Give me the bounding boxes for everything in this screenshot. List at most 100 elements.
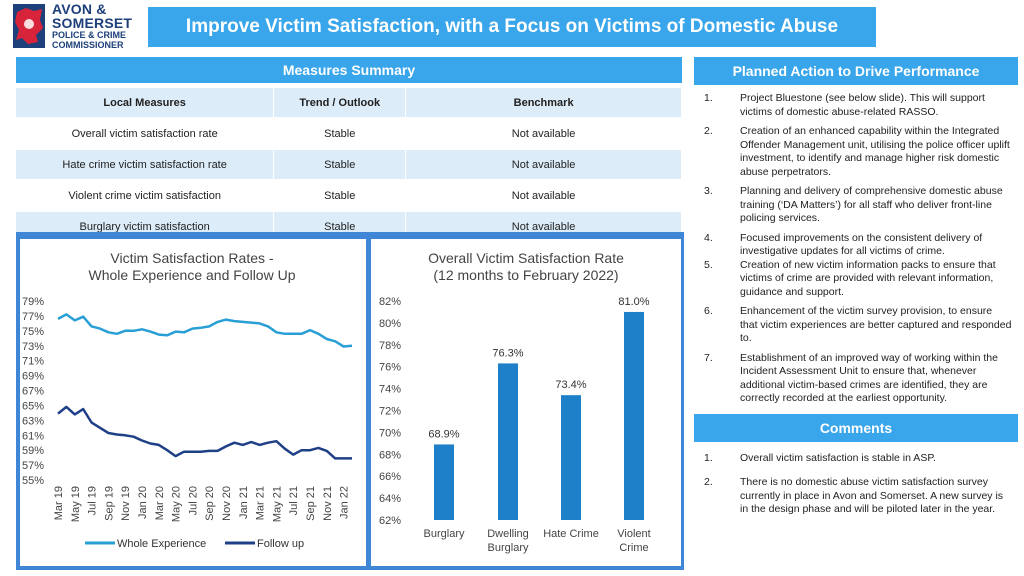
measure-benchmark: Not available: [405, 148, 682, 180]
x-tick-label: May 19: [70, 486, 82, 522]
measure-trend: Stable: [273, 179, 407, 211]
logo-line-3: POLICE & CRIME: [52, 30, 127, 40]
x-tick-label: Nov 21: [322, 486, 334, 521]
x-tick-label: May 20: [171, 486, 183, 522]
table-header-row: Local Measures Trend / Outlook Benchmark: [16, 88, 682, 118]
right-column: Planned Action to Drive Performance 1. Pr…: [694, 57, 1018, 523]
crest-icon: [13, 4, 45, 48]
y-tick-label: 69%: [22, 371, 44, 383]
bar-data-label: 76.3%: [492, 347, 523, 359]
line-chart-panel: Victim Satisfaction Rates - Whole Experi…: [20, 239, 366, 566]
y-tick-label: 64%: [379, 493, 401, 505]
list-item: 6. Enhancement of the victim survey provi…: [694, 305, 1018, 346]
x-tick-label: Jul 21: [288, 486, 300, 515]
bar-chart-subtitle: (12 months to February 2022): [433, 267, 618, 283]
y-tick-label: 74%: [379, 384, 401, 396]
item-text: Creation of an enhanced capability withi…: [740, 125, 1010, 178]
item-text: Planning and delivery of comprehensive d…: [740, 185, 1003, 224]
measures-summary-header: Measures Summary: [16, 57, 682, 83]
bar: [561, 395, 581, 520]
x-tick-label: Jul 20: [187, 486, 199, 515]
item-text: Establishment of an improved way of work…: [740, 351, 998, 405]
y-tick-label: 57%: [22, 460, 44, 472]
table-row: Violent crime victim satisfaction Stable…: [16, 179, 682, 211]
y-tick-label: 65%: [22, 400, 44, 412]
y-tick-label: 75%: [22, 326, 44, 338]
measure-benchmark: Not available: [405, 179, 682, 211]
x-tick-label: Nov 19: [120, 486, 132, 521]
overall-satisfaction-bar-chart: Overall Victim Satisfaction Rate (12 mon…: [379, 250, 651, 554]
measure-name: Hate crime victim satisfaction rate: [16, 148, 275, 180]
item-text: Overall victim satisfaction is stable in…: [740, 451, 936, 464]
item-number: 3.: [704, 185, 713, 197]
table-row: Overall victim satisfaction rate Stable …: [16, 117, 682, 149]
measure-name: Violent crime victim satisfaction: [16, 179, 275, 211]
category-label: Hate Crime: [543, 528, 599, 540]
y-tick-label: 72%: [379, 406, 401, 418]
item-number: 1.: [704, 451, 713, 464]
x-tick-label: Mar 21: [255, 486, 267, 520]
item-text: Project Bluestone (see below slide). Thi…: [740, 92, 985, 118]
x-tick-label: Nov 20: [221, 486, 233, 521]
series-line-whole-experience: [57, 313, 353, 348]
y-tick-label: 63%: [22, 415, 44, 427]
logo-line-2: SOMERSET: [52, 15, 133, 31]
item-number: 5.: [704, 258, 713, 271]
y-tick-label: 82%: [379, 296, 401, 308]
y-tick-label: 70%: [379, 427, 401, 439]
item-text: Focused improvements on the consistent d…: [740, 231, 983, 258]
item-text: There is no domestic abuse victim satisf…: [740, 476, 1004, 515]
list-item: 3. Planning and delivery of comprehensive…: [694, 185, 1018, 226]
category-label: Crime: [619, 542, 648, 554]
y-tick-label: 62%: [379, 515, 401, 527]
list-item: 2. Creation of an enhanced capability wit…: [694, 125, 1018, 179]
legend-label-follow-up: Follow up: [257, 538, 304, 550]
item-number: 6.: [704, 305, 713, 317]
item-number: 2.: [704, 125, 713, 137]
y-tick-label: 80%: [379, 318, 401, 330]
column-header-local-measures: Local Measures: [16, 88, 275, 118]
category-label: Burglary: [488, 542, 529, 554]
list-item: 1. Project Bluestone (see below slide). T…: [694, 92, 1018, 119]
item-number: 7.: [704, 351, 713, 364]
item-number: 2.: [704, 476, 713, 488]
list-item: 7. Establishment of an improved way of wo…: [694, 352, 1018, 406]
list-item: 5. Creation of new victim information pac…: [694, 259, 1018, 300]
y-tick-label: 78%: [379, 340, 401, 352]
logo-line-1: AVON &: [52, 1, 107, 17]
measures-table: Local Measures Trend / Outlook Benchmark…: [16, 88, 682, 241]
column-header-trend: Trend / Outlook: [273, 88, 407, 118]
comments-header: Comments: [694, 413, 1018, 442]
x-tick-label: May 21: [271, 486, 283, 522]
table-row: Hate crime victim satisfaction rate Stab…: [16, 148, 682, 180]
x-tick-label: Mar 20: [154, 486, 166, 520]
x-tick-label: Jul 19: [87, 486, 99, 515]
bar: [624, 311, 644, 520]
bar-data-label: 73.4%: [555, 379, 586, 391]
bar-data-label: 81.0%: [618, 296, 649, 308]
x-tick-label: Jan 21: [238, 486, 250, 519]
bar-data-label: 68.9%: [428, 428, 459, 440]
planned-action-list: 1. Project Bluestone (see below slide). T…: [694, 92, 1018, 406]
planned-action-header: Planned Action to Drive Performance: [694, 57, 1018, 85]
line-chart-subtitle: Whole Experience and Follow Up: [89, 267, 296, 283]
column-header-benchmark: Benchmark: [405, 88, 682, 118]
y-tick-label: 71%: [22, 356, 44, 368]
x-tick-label: Jan 20: [137, 486, 149, 519]
pcc-logo: AVON & SOMERSET POLICE & CRIME COMMISSIO…: [12, 2, 147, 52]
list-item: 2. There is no domestic abuse victim sati…: [694, 476, 1018, 517]
y-tick-label: 61%: [22, 430, 44, 442]
y-tick-label: 79%: [22, 296, 44, 308]
y-tick-label: 77%: [22, 311, 44, 323]
bar-chart-panel: Overall Victim Satisfaction Rate (12 mon…: [371, 239, 681, 566]
item-number: 1.: [704, 92, 713, 104]
bar: [434, 444, 454, 520]
line-chart-legend: Whole Experience Follow up: [85, 538, 304, 550]
item-number: 4.: [704, 231, 713, 244]
measure-name: Overall victim satisfaction rate: [16, 117, 275, 149]
x-tick-label: Sep 20: [204, 486, 216, 521]
x-tick-label: Sep 21: [305, 486, 317, 521]
x-tick-label: Mar 19: [53, 486, 65, 520]
x-tick-label: Sep 19: [103, 486, 115, 521]
page-title: Improve Victim Satisfaction, with a Focu…: [148, 7, 876, 47]
